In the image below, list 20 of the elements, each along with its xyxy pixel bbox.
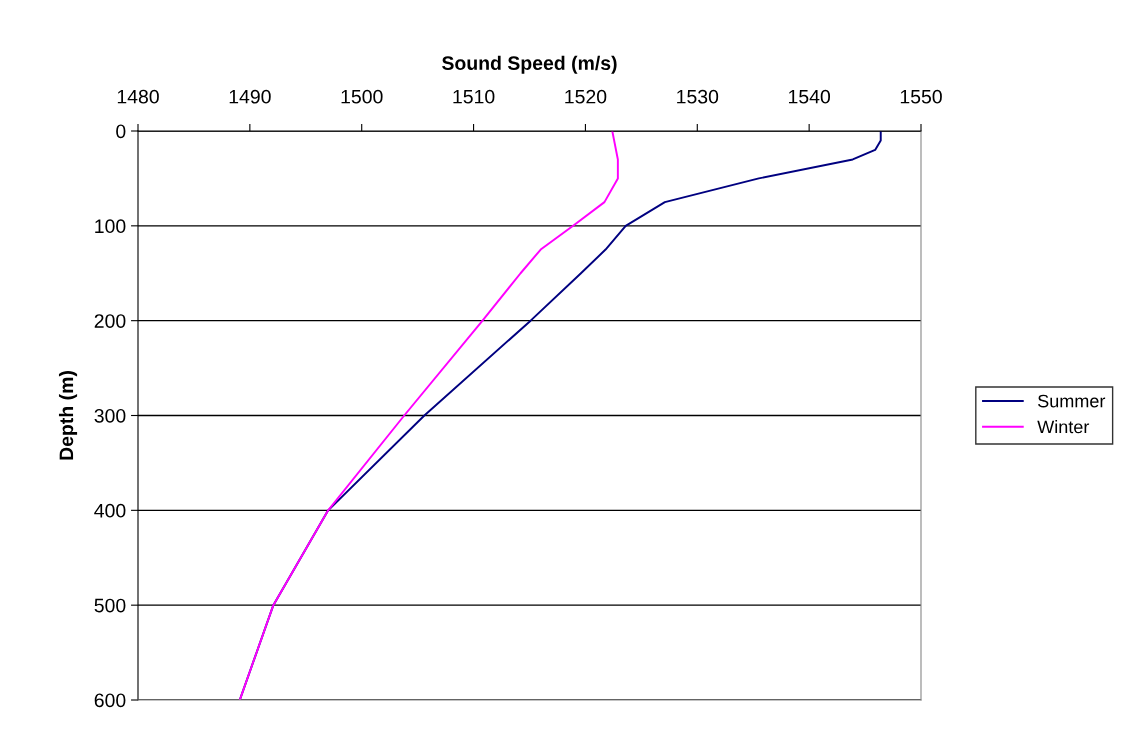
- y-tick-label: 500: [94, 598, 126, 613]
- y-tick-label: 200: [94, 314, 126, 328]
- y-axis-title: Depth (m): [58, 371, 78, 460]
- y-tick-label: 400: [94, 503, 126, 518]
- x-tick-label: 1550: [900, 89, 942, 104]
- line-series: [238, 131, 619, 700]
- x-tick-label: 1530: [677, 89, 719, 104]
- legend-label: Summer: [1038, 394, 1106, 408]
- x-tick-label: 1540: [789, 89, 831, 104]
- y-tick-label: 300: [94, 408, 126, 423]
- x-tick-label: 1510: [453, 89, 495, 104]
- legend-label: Winter: [1037, 420, 1090, 434]
- y-tick-label: 0: [116, 124, 126, 139]
- x-tick-label: 1490: [229, 89, 271, 104]
- y-tick-label: 600: [94, 693, 126, 708]
- x-tick-label: 1480: [117, 89, 159, 104]
- x-axis-title: Sound Speed (m/s): [442, 55, 617, 74]
- x-tick-label: 1500: [341, 89, 383, 104]
- x-tick-label: 1520: [565, 89, 607, 104]
- y-tick-label: 100: [95, 219, 126, 234]
